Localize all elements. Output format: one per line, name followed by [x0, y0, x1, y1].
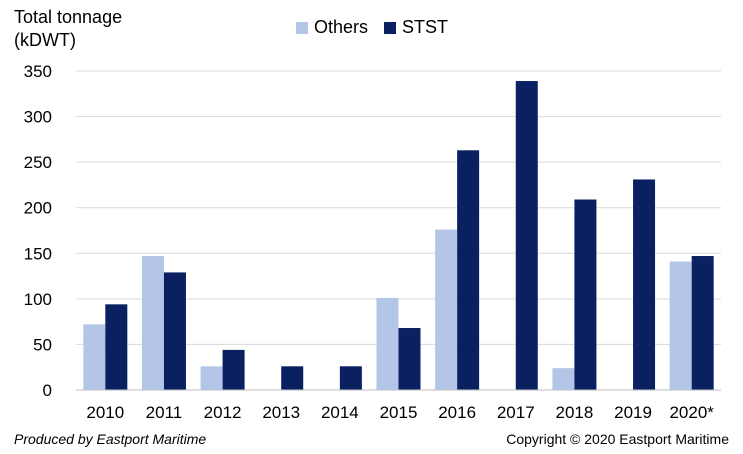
- legend-item-others: Others: [296, 17, 368, 38]
- y-tick-label: 250: [24, 153, 52, 172]
- bar-stst-2018: [574, 199, 597, 390]
- bar-stst-2020: [691, 256, 714, 390]
- bar-stst-2013: [281, 366, 304, 390]
- x-tick-label: 2015: [380, 403, 418, 422]
- x-tick-label: 2013: [262, 403, 300, 422]
- y-tick-label: 100: [24, 290, 52, 309]
- bar-others-2012: [200, 366, 223, 390]
- bar-stst-2010: [105, 304, 128, 390]
- x-tick-label: 2016: [438, 403, 476, 422]
- x-tick-label: 2014: [321, 403, 359, 422]
- y-axis-title: Total tonnage (kDWT): [14, 7, 123, 50]
- legend-swatch-stst: [384, 21, 397, 34]
- y-tick-label: 200: [24, 199, 52, 218]
- y-tick-label: 300: [24, 108, 52, 127]
- x-tick-label: 2019: [614, 403, 652, 422]
- x-tick-label: 2011: [146, 403, 183, 422]
- legend-label-others: Others: [314, 17, 369, 37]
- x-tick-label: 2010: [86, 403, 124, 422]
- bar-others-2015: [376, 297, 399, 390]
- footer-copyright: Copyright © 2020 Eastport Maritime: [506, 431, 729, 447]
- legend-label-stst: STST: [402, 17, 449, 37]
- bar-others-2010: [83, 324, 106, 390]
- y-tick-label: 150: [24, 244, 52, 263]
- bar-others-2018: [552, 368, 575, 390]
- bar-stst-2011: [163, 272, 186, 390]
- y-tick-label: 50: [33, 335, 52, 354]
- bar-others-2016: [435, 229, 458, 390]
- bar-others-2011: [141, 256, 164, 390]
- chart-legend: Others STST: [296, 17, 464, 38]
- bar-stst-2016: [457, 150, 480, 390]
- y-tick-label: 0: [43, 381, 52, 400]
- bar-stst-2015: [398, 328, 421, 390]
- legend-swatch-others: [296, 21, 308, 34]
- y-tick-label: 350: [24, 62, 52, 81]
- bar-stst-2012: [222, 349, 245, 390]
- bar-stst-2019: [633, 179, 656, 390]
- x-tick-label: 2012: [204, 403, 242, 422]
- footer-credit: Produced by Eastport Maritime: [14, 431, 207, 447]
- legend-item-stst: STST: [384, 17, 448, 38]
- x-tick-label: 2018: [555, 403, 593, 422]
- x-tick-label: 2017: [497, 403, 535, 422]
- x-tick-label: 2020*: [669, 403, 714, 422]
- bar-others-2020: [669, 261, 692, 390]
- bar-stst-2014: [339, 366, 362, 390]
- bar-stst-2017: [515, 81, 538, 391]
